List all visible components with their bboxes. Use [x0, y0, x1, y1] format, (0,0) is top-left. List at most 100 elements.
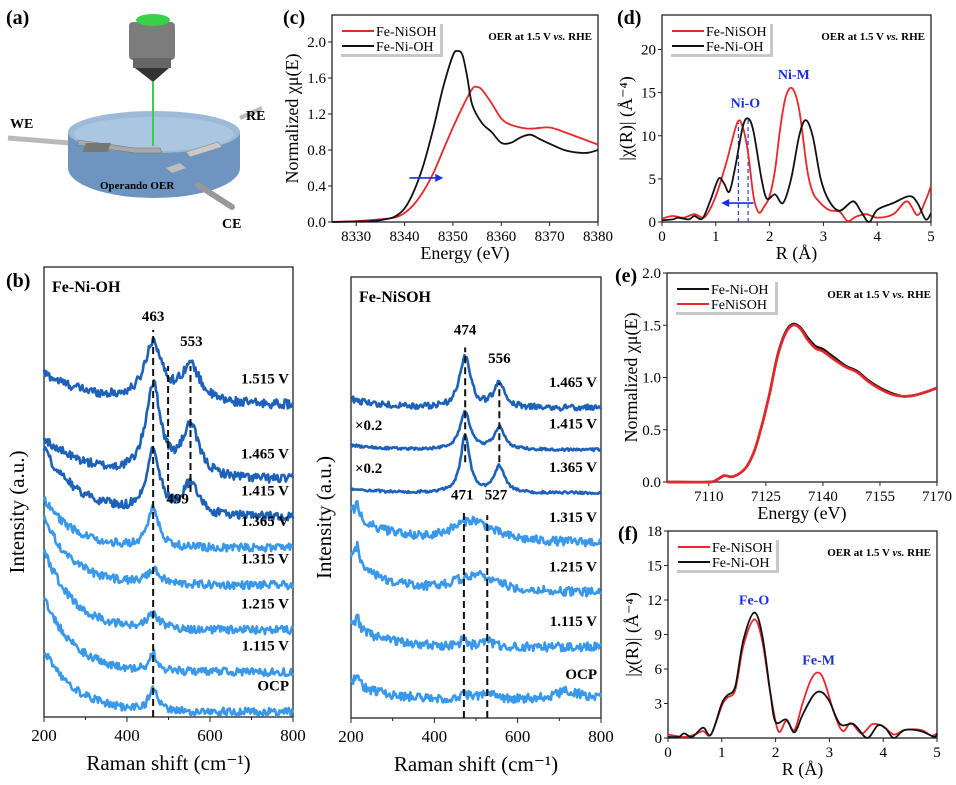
series-line-fe-ni-oh — [331, 49, 599, 223]
series-line-fe-nisoh — [331, 85, 599, 223]
x-tick-label: 4 — [873, 229, 881, 245]
raman-panel-2: 200 400 600 800 Raman shift (cm⁻¹) Intensity … — [312, 276, 614, 776]
legend-box — [674, 537, 776, 570]
y-tick-label: 1.0 — [642, 371, 661, 387]
panel-label-a: (a) — [6, 7, 29, 29]
x-tick-label: 200 — [338, 727, 364, 746]
x-tick-label: 8370 — [535, 229, 565, 245]
condition-ref: RHE — [898, 31, 925, 43]
legend-box — [338, 21, 440, 54]
peak-annotation: 527 — [485, 488, 508, 504]
y-tick-label: 1.6 — [307, 71, 326, 87]
objective-body — [129, 22, 175, 60]
y-tick-label: 1.5 — [642, 318, 661, 334]
panel-label-e: (e) — [615, 265, 637, 287]
raman-spectrum — [42, 548, 295, 636]
arrow-head-icon — [435, 173, 444, 182]
raman-spectrum — [42, 379, 295, 484]
x-tick-label: 5 — [933, 745, 941, 761]
ce-label: CE — [222, 217, 241, 232]
x-axis-label: Energy (eV) — [757, 503, 846, 524]
x-tick-label: 8350 — [438, 229, 468, 245]
x-tick-label: 600 — [505, 727, 531, 746]
y-tick-label: 5 — [649, 172, 657, 188]
x-tick-label: 8340 — [390, 229, 420, 245]
y-tick-label: 0.5 — [642, 423, 661, 439]
condition-ref: RHE — [565, 31, 592, 43]
potential-label: 1.215 V — [549, 560, 597, 576]
y-tick-label: 10 — [641, 129, 656, 145]
legend-label: Fe-Ni-OH — [376, 40, 434, 55]
re-lead — [239, 106, 263, 120]
c-condition-note: OER at 1.5 V vs. RHE — [488, 31, 592, 43]
x-tick-label: 400 — [114, 726, 140, 745]
raman-spectrum — [349, 540, 602, 598]
y-axis-label: Intensity (a.u.) — [312, 456, 336, 579]
x-tick-label: 600 — [197, 726, 223, 745]
y-tick-label: 0 — [649, 215, 657, 231]
raman-panel-1: 200 400 600 800 Raman shift (cm⁻¹) Intensity … — [5, 266, 306, 775]
legend-label: Fe-Ni-OH — [706, 40, 764, 55]
raman-spectrum — [349, 613, 603, 653]
series-line-fe-ni-oh — [667, 611, 938, 739]
series-line-fe-ni-oh — [661, 117, 932, 223]
y-tick-label: 2.0 — [307, 35, 326, 51]
raman-spectrum — [349, 674, 603, 705]
x-axis-label: Raman shift (cm⁻¹) — [86, 751, 250, 775]
y-tick-label: 20 — [641, 43, 656, 59]
x-tick-label: 0 — [664, 745, 672, 761]
legend-box — [668, 21, 770, 54]
x-tick-label: 3 — [826, 745, 834, 761]
legend-label: Fe-NiSOH — [706, 25, 767, 40]
raman-spectrum — [42, 445, 295, 522]
potential-label: 1.465 V — [241, 446, 289, 462]
y-tick-label: 1.2 — [307, 107, 326, 123]
sample — [82, 143, 111, 152]
raman-spectrum — [43, 651, 295, 718]
raman-spectrum — [350, 353, 603, 412]
cell-caption: Operando OER — [100, 180, 175, 192]
potential-label: 1.415 V — [549, 417, 597, 433]
y-axis-label: Intensity (a.u.) — [5, 450, 29, 573]
raman-spectrum — [42, 514, 295, 591]
panel-label-d: (d) — [617, 7, 641, 29]
y-tick-label: 3 — [655, 697, 663, 713]
we-label: WE — [10, 117, 33, 132]
peak-annotation: 463 — [142, 309, 165, 325]
potential-label: 1.115 V — [242, 638, 289, 654]
x-tick-label: 7170 — [922, 489, 952, 505]
peak-annotation: Fe-O — [739, 594, 769, 609]
y-tick-label: 0.8 — [307, 143, 326, 159]
x-tick-label: 4 — [879, 745, 887, 761]
panel-label-f: (f) — [618, 523, 638, 545]
raman-spectrum — [349, 409, 602, 453]
potential-label: 1.315 V — [549, 510, 597, 526]
potential-label: 1.415 V — [241, 484, 289, 500]
y-tick-label: 6 — [655, 662, 663, 678]
d-condition-note: OER at 1.5 V vs. RHE — [821, 31, 925, 43]
x-tick-label: 400 — [422, 727, 448, 746]
x-tick-label: 800 — [280, 726, 306, 745]
x-tick-label: 7125 — [751, 489, 781, 505]
series-line-fenisoh — [666, 323, 938, 484]
condition-ref: RHE — [904, 289, 931, 301]
x-tick-label: 0 — [658, 229, 666, 245]
raman-spectrum — [349, 433, 603, 496]
raman-spectrum — [42, 496, 294, 553]
reference-electrode — [185, 141, 223, 158]
potential-label: 1.515 V — [241, 372, 289, 388]
peak-annotation: 474 — [454, 322, 477, 338]
e-condition-note: OER at 1.5 V vs. RHE — [827, 289, 931, 301]
y-tick-label: 0 — [655, 731, 663, 747]
legend-label: Fe-NiSOH — [712, 541, 773, 556]
x-tick-label: 1 — [712, 229, 720, 245]
y-tick-label: 0.0 — [307, 215, 326, 231]
potential-label: 1.215 V — [241, 597, 289, 613]
chart-d: 0 1 2 3 4 5 0 5 10 15 20 R (Å) |χ(R)| (Å⁻⁴) Ni-O Ni-M F… — [616, 14, 935, 264]
x-tick-label: 2 — [766, 229, 774, 245]
x-tick-label: 1 — [718, 745, 726, 761]
x-tick-label: 8380 — [583, 229, 613, 245]
we-lead — [7, 135, 71, 146]
